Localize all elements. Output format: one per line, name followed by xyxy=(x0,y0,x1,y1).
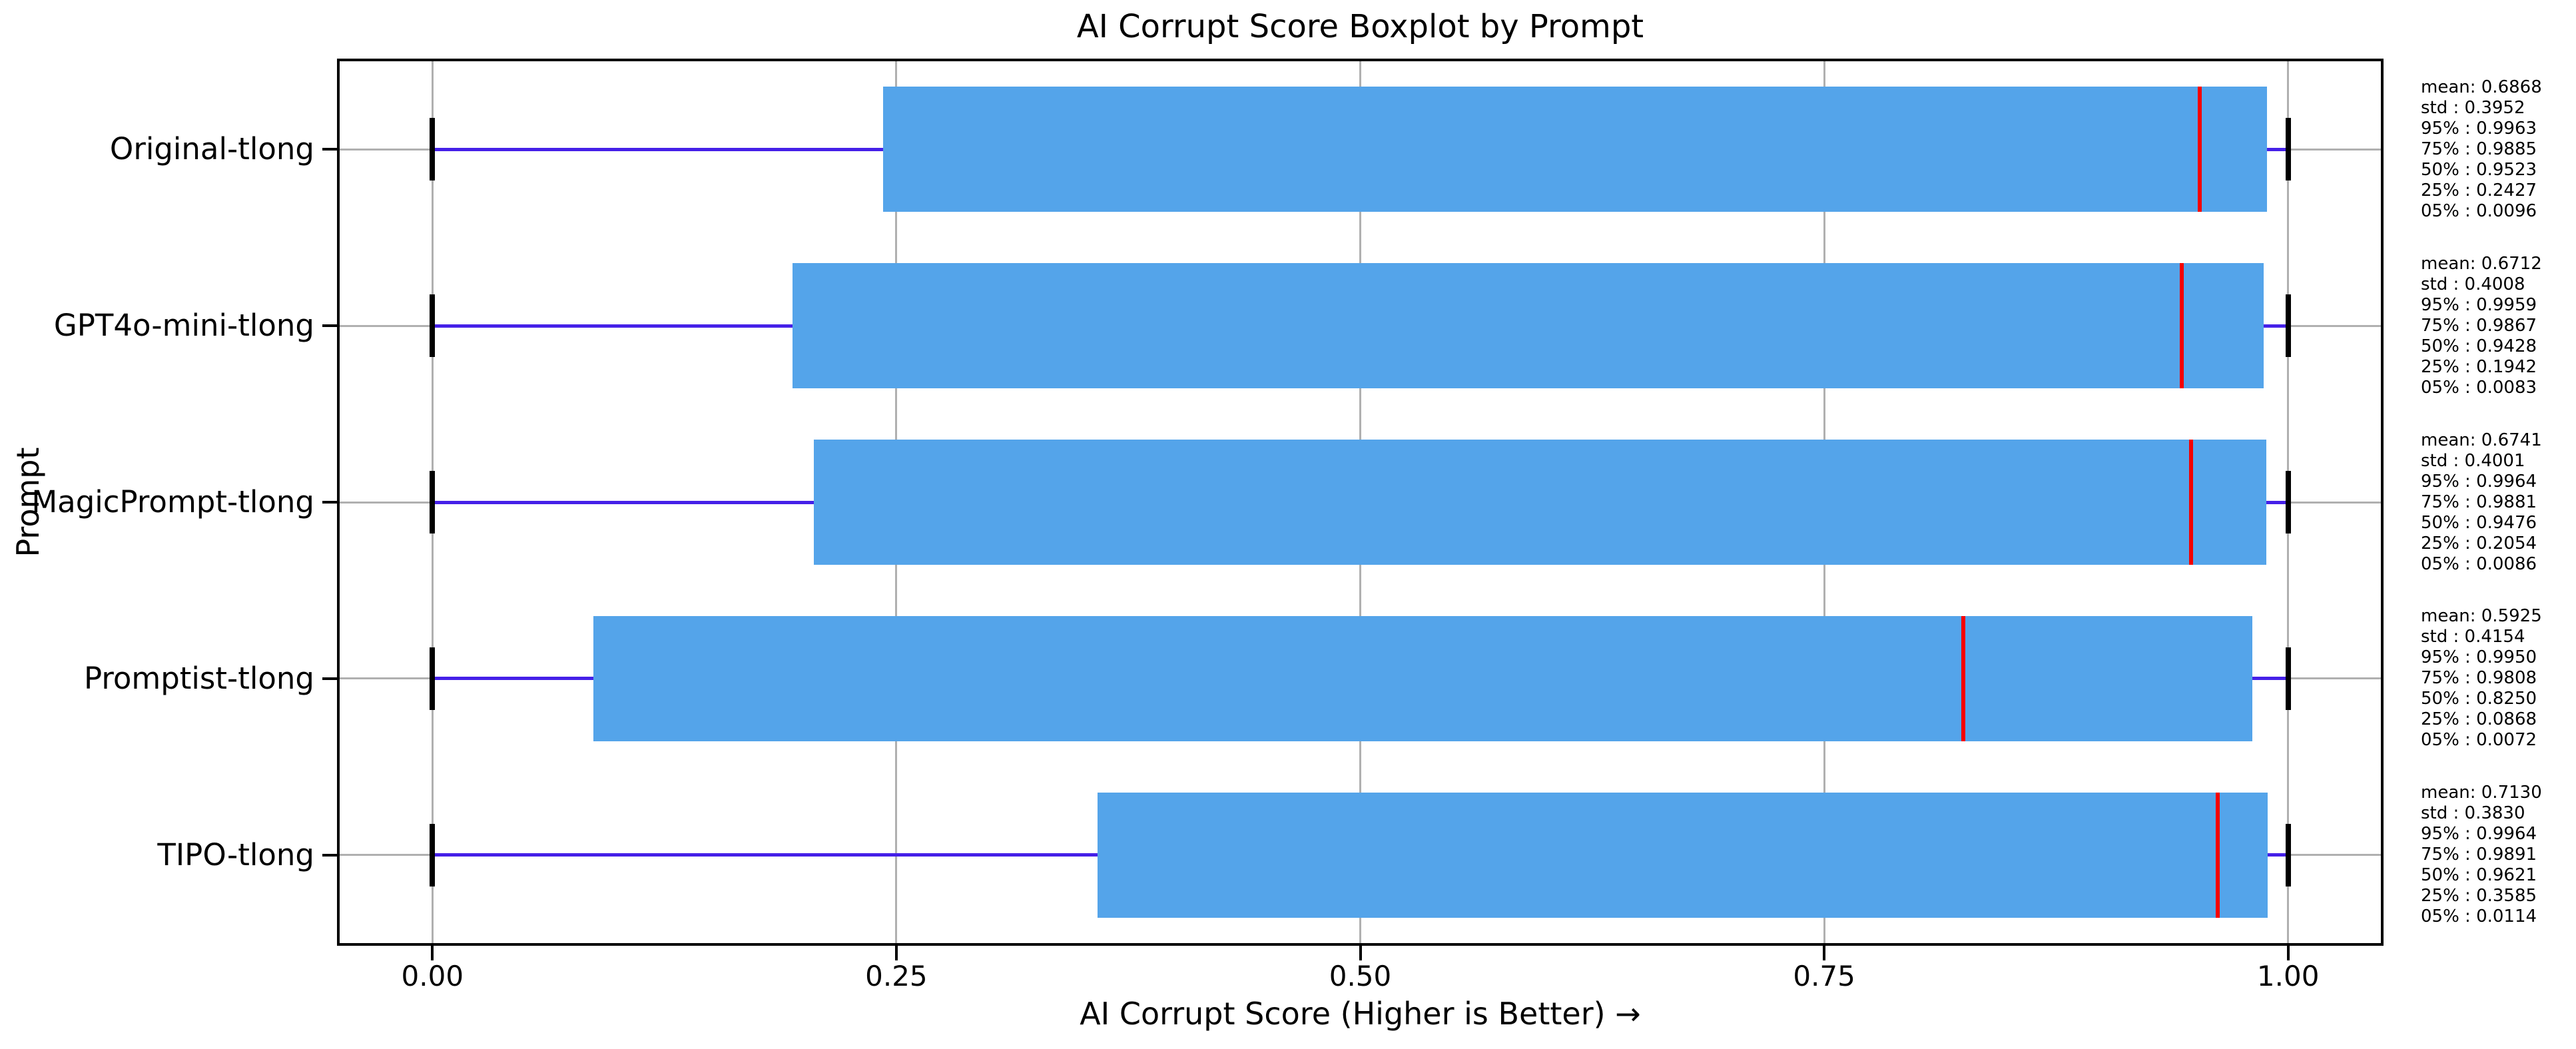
x-tick-mark xyxy=(1823,946,1826,960)
stats-line: 50% : 0.8250 xyxy=(2421,689,2537,709)
whisker-low-line xyxy=(432,500,814,504)
iqr-box xyxy=(813,439,2266,565)
whisker-cap-low xyxy=(430,647,436,710)
stats-line: mean: 0.6868 xyxy=(2421,77,2542,97)
stats-line: std : 0.3830 xyxy=(2421,803,2525,824)
stats-line: 75% : 0.9867 xyxy=(2421,315,2537,336)
median-line xyxy=(2216,792,2220,918)
median-line xyxy=(2180,263,2184,389)
stats-line: 05% : 0.0072 xyxy=(2421,730,2537,751)
whisker-high-line xyxy=(2252,677,2288,681)
whisker-high-line xyxy=(2263,324,2288,328)
x-tick-label: 0.75 xyxy=(1793,960,1855,992)
chart-title: AI Corrupt Score Boxplot by Prompt xyxy=(1076,8,1644,45)
iqr-box xyxy=(1098,792,2268,918)
stats-line: mean: 0.6741 xyxy=(2421,430,2542,450)
whisker-high-line xyxy=(2266,147,2288,151)
whisker-cap-low xyxy=(430,118,436,181)
stats-block: mean: 0.6741 std : 0.4001 95% : 0.9964 75% … xyxy=(2421,430,2574,575)
stats-line: 95% : 0.9963 xyxy=(2421,118,2537,139)
stats-line: 05% : 0.0086 xyxy=(2421,553,2537,574)
x-tick-mark xyxy=(894,946,898,960)
whisker-cap-low xyxy=(430,294,436,358)
stats-line: 25% : 0.1942 xyxy=(2421,356,2537,377)
stats-line: 50% : 0.9523 xyxy=(2421,159,2537,180)
whisker-cap-high xyxy=(2285,294,2291,358)
stats-line: mean: 0.6712 xyxy=(2421,253,2542,274)
stats-line: std : 0.4154 xyxy=(2421,627,2525,647)
y-tick-mark xyxy=(322,853,337,857)
stats-line: mean: 0.7130 xyxy=(2421,783,2542,803)
iqr-box xyxy=(793,263,2264,389)
stats-line: 95% : 0.9950 xyxy=(2421,647,2537,668)
stats-line: 50% : 0.9476 xyxy=(2421,512,2537,533)
stats-line: 95% : 0.9964 xyxy=(2421,471,2537,492)
stats-line: std : 0.4001 xyxy=(2421,450,2525,471)
stats-line: 05% : 0.0096 xyxy=(2421,200,2537,221)
stats-line: 50% : 0.9428 xyxy=(2421,336,2537,356)
stats-line: 95% : 0.9964 xyxy=(2421,824,2537,845)
stats-line: 25% : 0.2054 xyxy=(2421,533,2537,553)
whisker-low-line xyxy=(432,853,1098,857)
x-tick-label: 0.25 xyxy=(865,960,928,992)
whisker-cap-low xyxy=(430,470,436,533)
whisker-cap-high xyxy=(2285,647,2291,710)
whisker-cap-low xyxy=(430,823,436,886)
y-tick-label: MagicPrompt-tlong xyxy=(31,484,314,520)
stats-line: 25% : 0.3585 xyxy=(2421,886,2537,906)
stats-line: 75% : 0.9885 xyxy=(2421,139,2537,159)
x-tick-label: 1.00 xyxy=(2256,960,2320,992)
whisker-low-line xyxy=(432,677,594,681)
stats-block: mean: 0.7130 std : 0.3830 95% : 0.9964 75% … xyxy=(2421,783,2574,927)
y-tick-mark xyxy=(322,324,337,328)
y-tick-mark xyxy=(322,148,337,151)
y-tick-label: GPT4o-mini-tlong xyxy=(53,308,314,344)
whisker-high-line xyxy=(2268,853,2288,857)
y-tick-label: Promptist-tlong xyxy=(83,660,314,696)
plot-area xyxy=(337,59,2384,946)
x-tick-mark xyxy=(1359,946,1362,960)
x-tick-mark xyxy=(431,946,434,960)
stats-line: 25% : 0.0868 xyxy=(2421,709,2537,730)
stats-line: std : 0.4008 xyxy=(2421,274,2525,294)
whisker-cap-high xyxy=(2285,470,2291,533)
y-tick-mark xyxy=(322,501,337,504)
stats-line: 25% : 0.2427 xyxy=(2421,180,2537,200)
axis-spine-top xyxy=(337,59,2384,61)
axis-spine-bottom xyxy=(337,943,2384,946)
stats-block: mean: 0.6868 std : 0.3952 95% : 0.9963 75% … xyxy=(2421,77,2574,222)
stats-line: std : 0.3952 xyxy=(2421,97,2525,118)
whisker-low-line xyxy=(432,147,883,151)
x-tick-mark xyxy=(2286,946,2290,960)
stats-line: 05% : 0.0083 xyxy=(2421,377,2537,398)
x-tick-label: 0.00 xyxy=(401,960,464,992)
stats-line: 75% : 0.9891 xyxy=(2421,845,2537,865)
stats-line: 75% : 0.9881 xyxy=(2421,492,2537,512)
iqr-box xyxy=(593,615,2253,741)
y-tick-mark xyxy=(322,677,337,680)
stats-line: 05% : 0.0114 xyxy=(2421,906,2537,927)
whisker-high-line xyxy=(2266,500,2288,504)
whisker-cap-high xyxy=(2285,118,2291,181)
stats-block: mean: 0.5925 std : 0.4154 95% : 0.9950 75% … xyxy=(2421,606,2574,751)
axis-spine-right xyxy=(2381,59,2384,946)
y-tick-label: Original-tlong xyxy=(109,131,314,167)
stats-line: mean: 0.5925 xyxy=(2421,606,2542,627)
y-tick-label: TIPO-tlong xyxy=(157,837,314,873)
iqr-box xyxy=(882,87,2267,212)
median-line xyxy=(2197,87,2202,212)
whisker-low-line xyxy=(432,324,793,328)
stats-line: 50% : 0.9621 xyxy=(2421,865,2537,886)
median-line xyxy=(1961,615,1966,741)
whisker-cap-high xyxy=(2285,823,2291,886)
median-line xyxy=(2188,439,2193,565)
x-tick-label: 0.50 xyxy=(1329,960,1392,992)
stats-line: 95% : 0.9959 xyxy=(2421,294,2537,315)
x-axis-title: AI Corrupt Score (Higher is Better) → xyxy=(1080,996,1641,1032)
stats-line: 75% : 0.9808 xyxy=(2421,668,2537,689)
stats-block: mean: 0.6712 std : 0.4008 95% : 0.9959 75% … xyxy=(2421,254,2574,398)
axis-spine-left xyxy=(337,59,340,946)
